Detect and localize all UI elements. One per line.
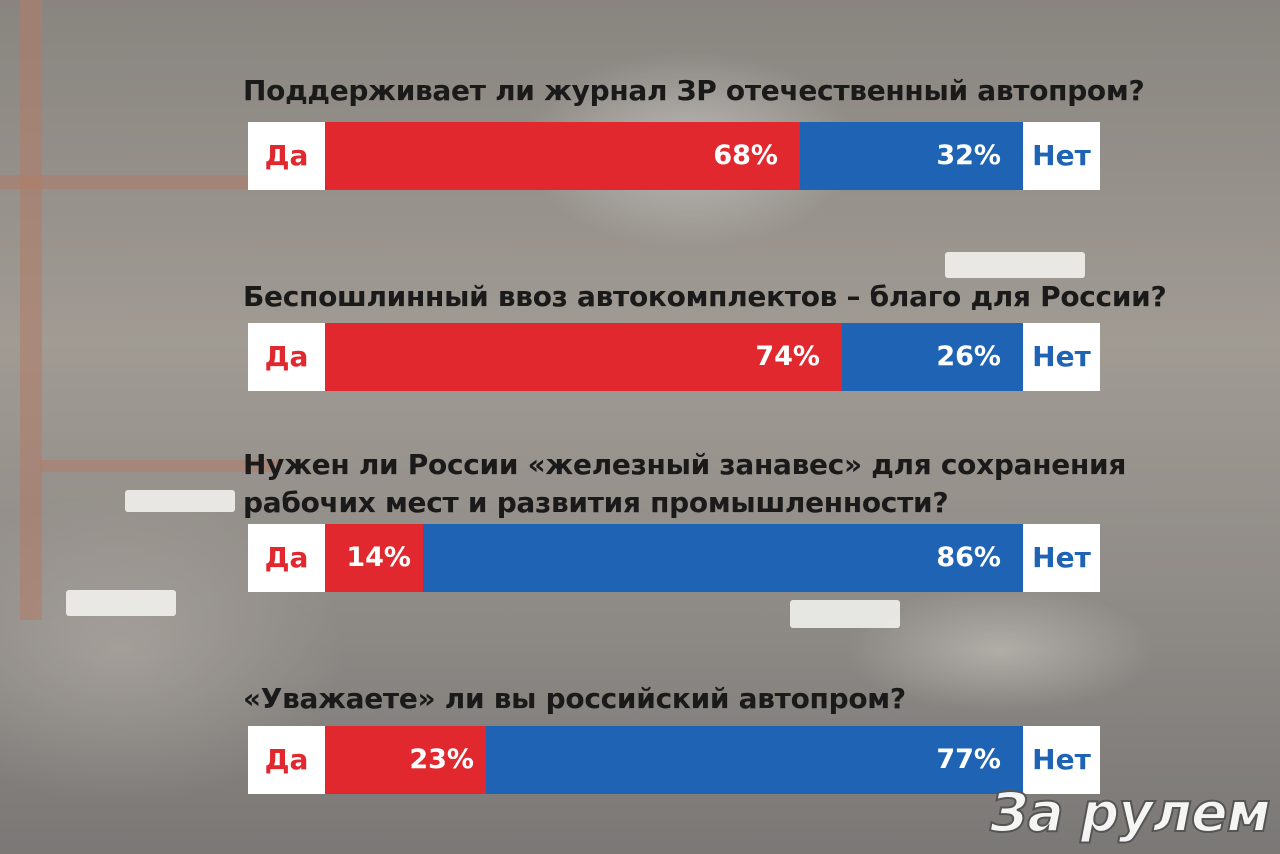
za-rulem-logo: За рулем [989,781,1272,845]
crane-beam [0,175,300,189]
yes-label: Да [248,524,325,592]
ceiling-lamp [125,490,235,512]
bar-track: 74% 26% [325,323,1023,391]
question-text: Беспошлинный ввоз автокомплектов – благо… [243,280,1167,313]
bar-track: 68% 32% [325,122,1023,190]
no-label: Нет [1023,122,1100,190]
yes-bar-segment: 14% [325,524,423,592]
no-bar-segment: 26% [842,323,1023,391]
no-label: Нет [1023,524,1100,592]
no-label: Нет [1023,726,1100,794]
answer-bar: Да 23% 77% Нет [248,726,1100,794]
no-bar-segment: 86% [423,524,1023,592]
crane-beam [40,460,280,472]
bar-track: 14% 86% [325,524,1023,592]
yes-bar-segment: 74% [325,323,842,391]
crane-beam [20,0,42,620]
no-label: Нет [1023,323,1100,391]
ceiling-lamp [790,600,900,628]
ceiling-lamp [66,590,176,616]
yes-bar-segment: 68% [325,122,800,190]
answer-bar: Да 74% 26% Нет [248,323,1100,391]
question-text: Нужен ли России «железный занавес» для с… [243,448,1126,519]
answer-bar: Да 68% 32% Нет [248,122,1100,190]
bar-track: 23% 77% [325,726,1023,794]
no-bar-segment: 77% [486,726,1023,794]
question-text: «Уважаете» ли вы российский автопром? [243,682,906,715]
question-text: Поддерживает ли журнал ЗР отечественный … [243,74,1145,107]
yes-label: Да [248,122,325,190]
answer-bar: Да 14% 86% Нет [248,524,1100,592]
ceiling-lamp [945,252,1085,278]
yes-label: Да [248,726,325,794]
no-bar-segment: 32% [800,122,1023,190]
yes-bar-segment: 23% [325,726,486,794]
yes-label: Да [248,323,325,391]
